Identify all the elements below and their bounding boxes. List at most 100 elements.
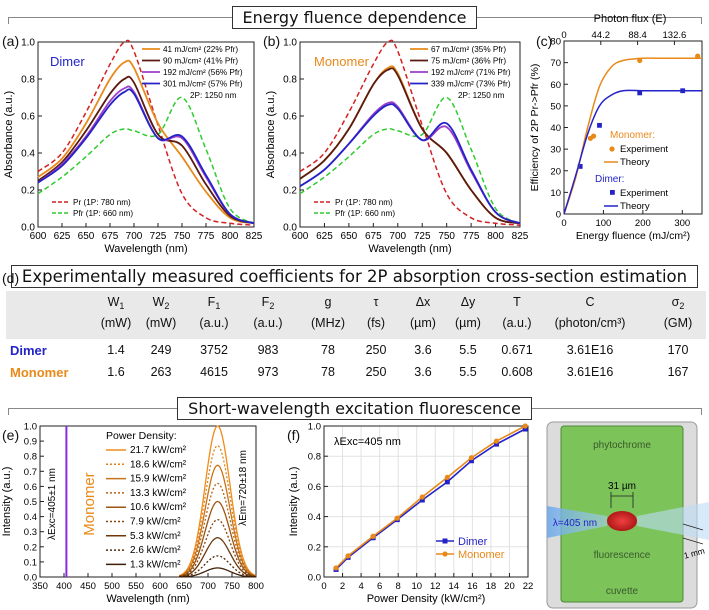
data-point (468, 458, 474, 464)
legend-entry: Pfr (1P: 660 nm) (73, 209, 133, 218)
table-cell: 3.61E16 (566, 365, 614, 379)
table-header-unit: (mW) (100, 316, 132, 330)
cuvette-label-top: phytochrome (593, 440, 651, 451)
table-header: T (513, 295, 521, 309)
x-tick-label: 200 (635, 218, 651, 229)
legend-entry: Theory (620, 201, 650, 212)
x-tick-label: 550 (128, 581, 144, 592)
legend-entry: Experiment (620, 144, 668, 155)
monomer-side-label: Monomer (81, 472, 98, 535)
table-header: g (324, 295, 332, 309)
data-point (493, 441, 499, 447)
cuvette-label-mid: fluorescence (594, 550, 651, 561)
table-cell: 0.671 (501, 343, 533, 357)
chart-a-legend: 41 mJ/cm² (22% Pfr) 90 mJ/cm² (41% Pfr) 19… (142, 45, 243, 100)
excitation-annotation: λExc=405 nm (334, 436, 401, 448)
table-cell: 973 (257, 365, 279, 379)
x-axis-label: Power Density (kW/cm²) (367, 593, 486, 605)
chart-c-legend: Monomer: Experiment Theory Dimer: Experiment… (595, 130, 668, 212)
table-cell: 3.61E16 (566, 343, 614, 357)
panel-label-c: (c) (536, 33, 553, 49)
legend-entry: Experiment (620, 188, 668, 199)
x-tick-label: 18 (486, 581, 497, 592)
data-point (345, 553, 351, 559)
legend-entry: Theory (620, 157, 650, 168)
table-header: σ2 (671, 295, 685, 311)
table-row: Monomer 1.6 263 4615 973 78 250 3.6 5.5 0.608 3.61… (6, 365, 706, 383)
legend-entry: 13.3 kW/cm² (130, 488, 187, 499)
beam-label: λ=405 nm (553, 518, 597, 529)
y-tick-label: 0 (556, 210, 561, 221)
table-header-unit: (a.u.) (253, 316, 283, 330)
y-tick-label: 30 (550, 145, 561, 156)
legend-entry: 10.6 kW/cm² (130, 502, 187, 513)
y-tick-label: 0.3 (24, 527, 37, 538)
x-tick-label: 0 (561, 218, 566, 229)
series-line (299, 103, 521, 225)
data-point (333, 565, 339, 571)
x-tick-label: 675 (102, 231, 119, 242)
data-point (370, 533, 376, 539)
table-header-unit: (a.u.) (502, 316, 532, 330)
table-header-unit: (MHz) (310, 316, 346, 330)
data-point (522, 423, 528, 429)
plot-frame (299, 41, 521, 228)
table-header: W1 (107, 295, 125, 311)
legend-entry: Pr (1P: 780 nm) (335, 198, 393, 207)
panel-label-e: (e) (2, 427, 20, 443)
x-tick-label: 600 (30, 231, 47, 242)
chart-c: 0 100 200 300 0 10 20 30 40 50 60 70 80 Energy fluenc… (530, 13, 703, 242)
legend-entry: 15.9 kW/cm² (130, 474, 187, 485)
y-tick-label: 0.2 (21, 186, 35, 197)
chart-a: 600 625 650 675 700 725 750 775 800 825 0.0 0.2 0.4 0… (3, 38, 263, 256)
panel-label-f: (f) (287, 427, 301, 443)
data-point (637, 90, 643, 96)
y-tick-label: 0.6 (283, 112, 297, 123)
table-cell: 4615 (200, 365, 228, 379)
data-point (522, 426, 528, 432)
x-tick-label: 725 (414, 231, 431, 242)
y-tick-label: 0.5 (24, 497, 37, 508)
y-tick-label: 0.4 (308, 512, 321, 523)
top-tick-label: 88.4 (628, 30, 647, 41)
y-tick-label: 40 (550, 123, 561, 134)
x-tick-label: 800 (222, 231, 239, 242)
data-point (468, 455, 475, 461)
table-header-unit: (photon/cm³) (554, 316, 626, 330)
chart-a-tag: Dimer (50, 54, 85, 69)
table-cell: 3.6 (414, 365, 432, 379)
cuvette-diagram: phytochrome 31 µm λ=405 nm fluorescence … (546, 421, 709, 609)
spectrum-line (179, 555, 257, 578)
legend-entry: 2P: 1250 nm (190, 91, 237, 100)
x-tick-label: 625 (316, 231, 333, 242)
y-axis-label: Absorbance (a.u.) (265, 91, 277, 178)
legend-entry: Pfr (1P: 660 nm) (335, 209, 395, 218)
legend-entry: 1.3 kW/cm² (130, 559, 181, 570)
x-axis-label: Wavelength (nm) (368, 243, 451, 255)
table-cell: 1.4 (107, 343, 125, 357)
table-header: Δy (460, 295, 476, 309)
spectrum-line (179, 567, 256, 578)
table-header: F1 (207, 295, 221, 311)
table-header: Δx (415, 295, 431, 309)
table-cell: 1.6 (107, 365, 125, 379)
x-tick-label: 600 (292, 231, 309, 242)
x-tick-label: 450 (80, 581, 96, 592)
y-tick-label: 50 (550, 101, 561, 112)
top-tick-label: 44.2 (592, 30, 611, 41)
series-line (37, 39, 255, 226)
spectrum-line (179, 500, 257, 577)
data-point (493, 438, 500, 444)
y-tick-label: 0.0 (21, 223, 35, 234)
y-tick-label: 1.0 (283, 38, 297, 49)
focal-spot (607, 511, 637, 531)
data-point (419, 494, 425, 500)
y-tick-label: 20 (550, 166, 561, 177)
x-tick-label: 100 (595, 218, 611, 229)
x-tick-label: 675 (365, 231, 382, 242)
emission-label: λEm=720±18 nm (238, 450, 249, 526)
table-cell: 5.5 (459, 343, 477, 357)
table-cell: 3752 (200, 343, 228, 357)
plot-frame (37, 41, 255, 228)
